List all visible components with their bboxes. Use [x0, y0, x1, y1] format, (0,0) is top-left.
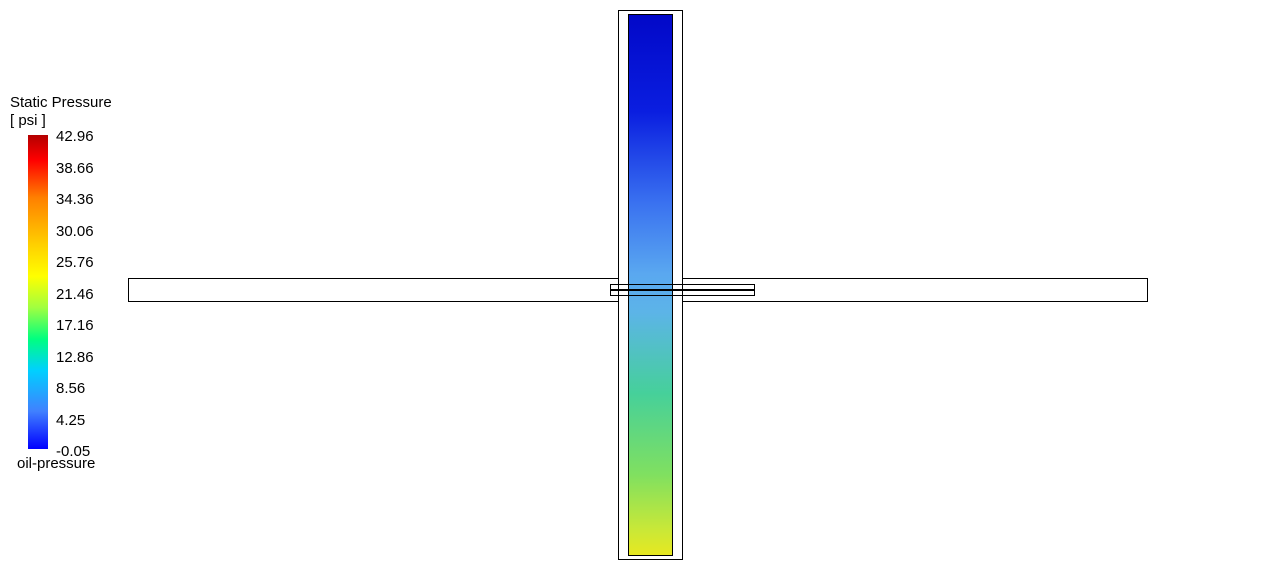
- legend-tick: 34.36: [56, 191, 94, 208]
- legend-title: Static Pressure [ psi ]: [10, 94, 112, 130]
- legend-tick: 8.56: [56, 380, 85, 397]
- legend-title-line1: Static Pressure: [10, 94, 112, 112]
- legend-tick: 25.76: [56, 254, 94, 271]
- legend-tick: 38.66: [56, 160, 94, 177]
- simulation-viewport: Static Pressure [ psi ] 42.96 38.66 34.36 3…: [0, 0, 1284, 570]
- legend-tick: 42.96: [56, 128, 94, 145]
- legend-colorbar: [28, 135, 48, 449]
- legend-tick: 17.16: [56, 317, 94, 334]
- horizontal-rail-2: [610, 290, 755, 296]
- legend-tick: 4.25: [56, 412, 85, 429]
- legend-series-name: oil-pressure: [17, 455, 95, 472]
- legend-tick: 21.46: [56, 286, 94, 303]
- legend-tick: 30.06: [56, 223, 94, 240]
- legend-tick: 12.86: [56, 349, 94, 366]
